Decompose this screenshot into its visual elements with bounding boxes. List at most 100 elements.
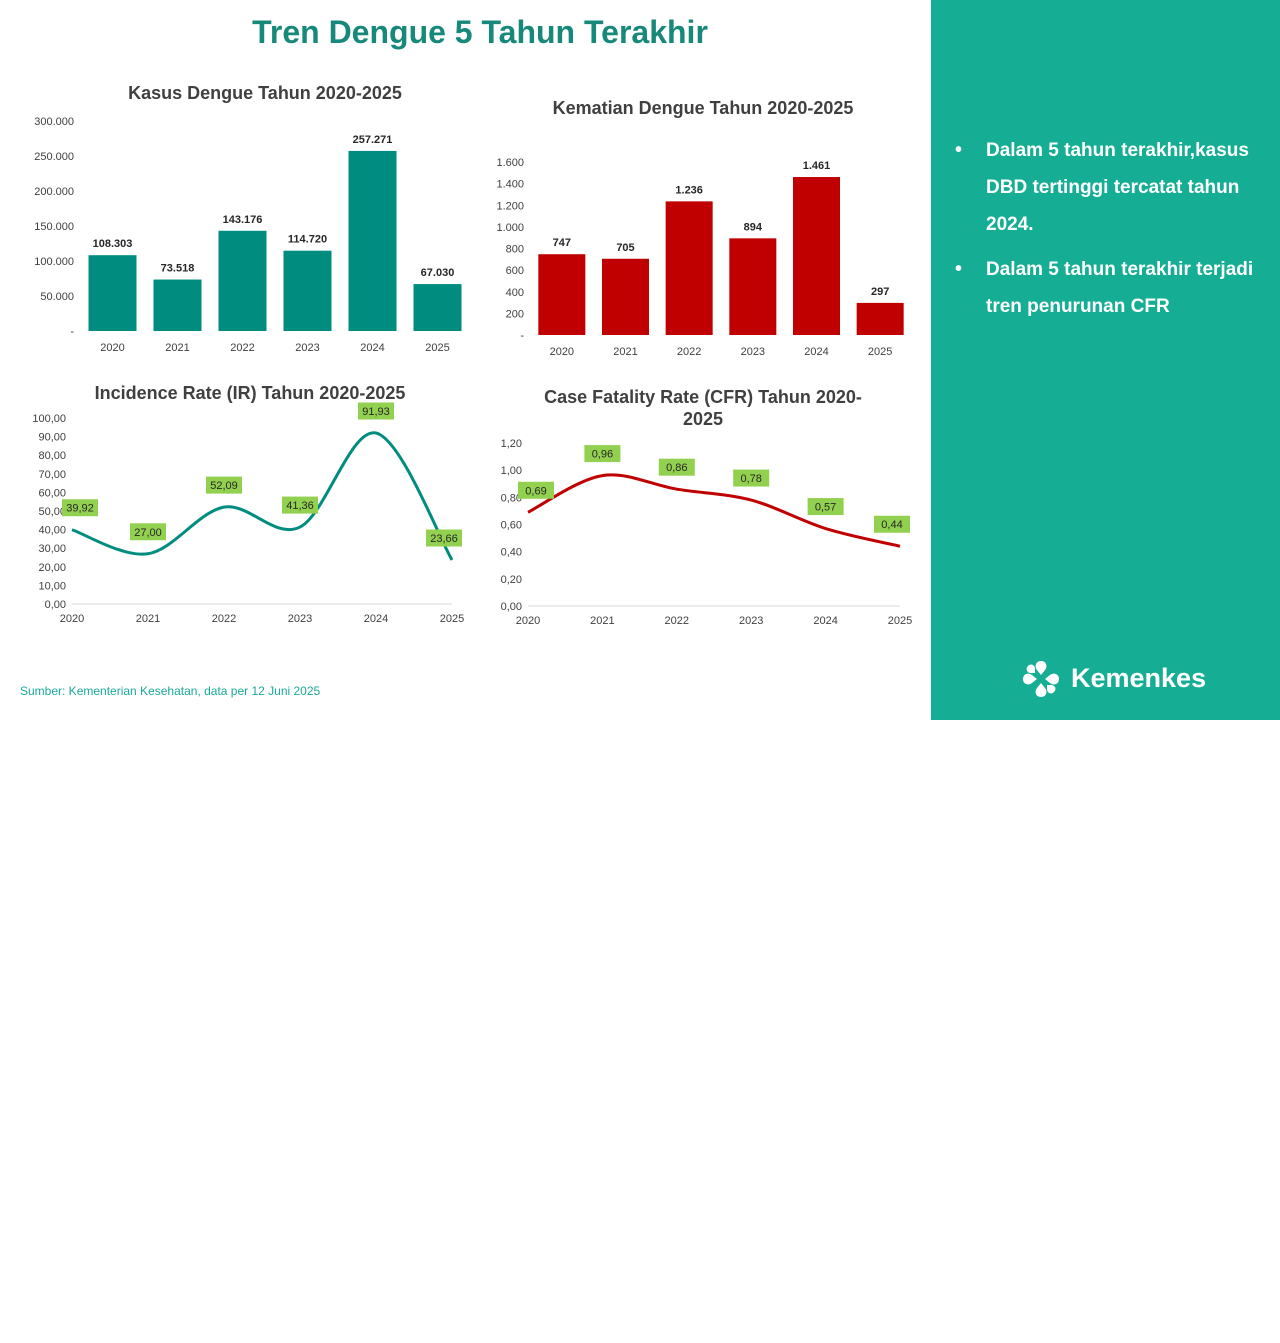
x-tick-label: 2025 bbox=[440, 613, 464, 625]
data-label: 91,93 bbox=[362, 406, 390, 418]
data-label: 23,66 bbox=[430, 533, 458, 545]
bullet-text: Dalam 5 tahun terakhir terjadi tren penu… bbox=[986, 259, 1254, 317]
data-label: 1.461 bbox=[803, 160, 831, 172]
x-tick-label: 2025 bbox=[888, 615, 912, 627]
data-label-box bbox=[658, 458, 695, 476]
bar bbox=[856, 302, 904, 335]
data-label: 108.303 bbox=[93, 238, 133, 250]
y-tick-label: 0,00 bbox=[45, 599, 66, 611]
y-tick-label: 80,00 bbox=[38, 450, 66, 462]
data-label: 705 bbox=[616, 242, 634, 254]
y-tick-label: 800 bbox=[506, 244, 524, 256]
data-label: 894 bbox=[744, 221, 763, 233]
chart-title-deaths: Kematian Dengue Tahun 2020-2025 bbox=[552, 98, 854, 118]
x-tick-label: 2023 bbox=[739, 615, 763, 627]
data-label: 52,09 bbox=[210, 480, 238, 492]
y-tick-label: 1,20 bbox=[501, 438, 522, 450]
data-label-box bbox=[584, 445, 621, 463]
y-tick-label: 100,00 bbox=[32, 413, 66, 425]
chart-ir: 0,00 10,00 20,00 30,00 40,00 50,00 60,00 70,00 8… bbox=[32, 402, 464, 625]
x-tick-label: 2020 bbox=[100, 342, 124, 354]
x-tick-label: 2023 bbox=[741, 346, 765, 358]
y-tick-label: 1.200 bbox=[496, 200, 524, 212]
y-tick-label: 20,00 bbox=[38, 562, 66, 574]
data-label-box bbox=[733, 469, 770, 487]
bar bbox=[153, 279, 202, 331]
data-label: 257.271 bbox=[353, 134, 393, 146]
data-label: 0,44 bbox=[881, 519, 902, 531]
series-line bbox=[71, 431, 454, 561]
y-tick-label: 70,00 bbox=[38, 469, 66, 481]
bar bbox=[602, 258, 649, 335]
y-tick-label: 300.000 bbox=[34, 116, 74, 128]
y-tick-label: 600 bbox=[506, 265, 524, 277]
data-label: 1.236 bbox=[675, 184, 703, 196]
y-tick-label: 50,00 bbox=[38, 506, 66, 518]
series-line bbox=[527, 473, 901, 548]
y-tick-label: 400 bbox=[506, 287, 524, 299]
data-label: 67.030 bbox=[421, 267, 455, 279]
data-label: 297 bbox=[871, 286, 889, 298]
bar bbox=[218, 230, 267, 331]
x-tick-label: 2024 bbox=[364, 613, 388, 625]
data-label-box bbox=[130, 523, 166, 541]
y-tick-label: 150.000 bbox=[34, 221, 74, 233]
bullet-item: • Dalam 5 tahun terakhir terjadi tren pen… bbox=[955, 251, 1255, 325]
data-label-box bbox=[518, 481, 554, 499]
data-label-box bbox=[282, 496, 318, 514]
y-tick-label: 200.000 bbox=[34, 186, 74, 198]
chart-title-cases: Kasus Dengue Tahun 2020-2025 bbox=[128, 83, 402, 103]
y-tick-label: 1.400 bbox=[496, 179, 524, 191]
y-tick-label: - bbox=[520, 330, 524, 342]
data-label: 0,86 bbox=[666, 462, 687, 474]
data-label: 27,00 bbox=[134, 527, 162, 539]
x-tick-label: 2022 bbox=[230, 342, 254, 354]
bar bbox=[413, 284, 462, 331]
x-tick-label: 2021 bbox=[136, 613, 160, 625]
bullet-item: • Dalam 5 tahun terakhir,kasus DBD tertin… bbox=[955, 132, 1255, 243]
bar bbox=[283, 250, 332, 331]
data-label: 39,92 bbox=[66, 503, 94, 515]
x-tick-label: 2025 bbox=[425, 342, 449, 354]
side-panel: • Dalam 5 tahun terakhir,kasus DBD tertin… bbox=[931, 0, 1280, 720]
chart-cases: - 50.000 100.000 150.000 200.000 250.000 300.0… bbox=[34, 116, 462, 354]
bar bbox=[88, 255, 137, 331]
data-label: 0,69 bbox=[525, 485, 546, 497]
x-tick-label: 2023 bbox=[295, 342, 319, 354]
bullet-list: • Dalam 5 tahun terakhir,kasus DBD tertin… bbox=[955, 132, 1255, 333]
data-label: 114.720 bbox=[288, 234, 327, 246]
y-tick-label: 0,20 bbox=[501, 574, 522, 586]
x-tick-label: 2020 bbox=[516, 615, 540, 627]
y-tick-label: 0,60 bbox=[501, 520, 522, 532]
bullet-icon: • bbox=[955, 258, 963, 280]
data-label: 747 bbox=[553, 237, 571, 249]
x-tick-label: 2024 bbox=[813, 615, 837, 627]
y-tick-label: 50.000 bbox=[40, 291, 74, 303]
x-tick-label: 2025 bbox=[868, 346, 892, 358]
x-tick-label: 2023 bbox=[288, 613, 312, 625]
bar bbox=[538, 254, 586, 335]
x-tick-label: 2024 bbox=[360, 342, 384, 354]
x-tick-label: 2020 bbox=[550, 346, 574, 358]
y-tick-label: 200 bbox=[506, 308, 524, 320]
y-tick-label: 30,00 bbox=[38, 543, 66, 555]
chart-title-ir: Incidence Rate (IR) Tahun 2020-2025 bbox=[94, 383, 406, 403]
x-tick-label: 2024 bbox=[804, 346, 828, 358]
y-tick-label: 1.000 bbox=[496, 222, 524, 234]
y-tick-label: - bbox=[70, 326, 74, 338]
x-tick-label: 2021 bbox=[165, 342, 189, 354]
chart-title-cfr: Case Fatality Rate (CFR) Tahun 2020-2025 bbox=[544, 387, 862, 429]
brand-name: Kemenkes bbox=[1071, 663, 1207, 693]
bar bbox=[348, 150, 397, 331]
data-label: 0,96 bbox=[592, 449, 613, 461]
y-tick-label: 60,00 bbox=[38, 487, 66, 499]
y-tick-label: 0,40 bbox=[501, 547, 522, 559]
x-tick-label: 2022 bbox=[665, 615, 689, 627]
kemenkes-logo-icon bbox=[1023, 661, 1059, 697]
x-tick-label: 2021 bbox=[590, 615, 614, 627]
y-tick-label: 40,00 bbox=[38, 525, 66, 537]
data-label: 0,57 bbox=[815, 502, 836, 514]
data-label: 0,78 bbox=[740, 473, 761, 485]
bullet-text: Dalam 5 tahun terakhir,kasus DBD terting… bbox=[986, 140, 1249, 235]
data-label: 41,36 bbox=[286, 500, 314, 512]
